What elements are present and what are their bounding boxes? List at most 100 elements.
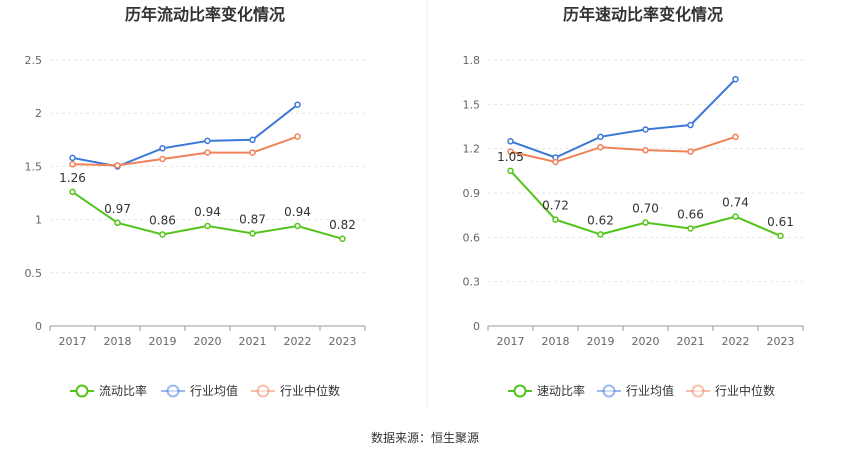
x-tick-label: 2017 [59, 335, 87, 348]
y-tick-label: 0.6 [463, 231, 481, 244]
data-point [552, 158, 559, 166]
x-tick-label: 2022 [284, 335, 312, 348]
data-label: 0.74 [722, 196, 749, 210]
data-point [249, 136, 256, 144]
data-point [114, 219, 121, 227]
x-tick-label: 2017 [497, 335, 525, 348]
legend-marker [166, 384, 180, 398]
data-label: 0.82 [329, 218, 356, 232]
x-tick-label: 2020 [194, 335, 222, 348]
legend-label: 行业中位数 [280, 383, 340, 398]
quick-ratio-chart: 历年速动比率变化情况 0 0.3 0.6 0.9 1.2 1.5 1.8 2017 2018 201… [463, 5, 804, 398]
data-point [159, 155, 166, 163]
x-tick-label: 2021 [677, 335, 705, 348]
legend-marker [75, 384, 89, 398]
data-point [294, 101, 301, 108]
y-tick-label: 1.5 [463, 98, 481, 111]
data-label: 0.94 [284, 205, 311, 219]
legend-marker [513, 384, 527, 398]
data-point [114, 162, 121, 169]
data-label: 1.26 [59, 171, 86, 185]
legend-label: 行业中位数 [715, 383, 775, 398]
data-point [159, 231, 166, 238]
data-point [687, 121, 694, 129]
data-point [204, 137, 211, 145]
legend-label: 流动比率 [99, 383, 147, 398]
data-point [249, 230, 256, 237]
data-label: 0.97 [104, 202, 131, 216]
data-point [732, 133, 739, 141]
data-point [552, 216, 559, 223]
data-point [339, 235, 346, 243]
legend-label: 速动比率 [537, 383, 585, 398]
data-label: 0.70 [632, 202, 659, 216]
data-point [777, 232, 784, 240]
chart-title: 历年速动比率变化情况 [563, 5, 723, 24]
data-point [204, 222, 211, 230]
y-tick-label: 0 [473, 320, 480, 333]
x-tick-label: 2018 [542, 335, 570, 348]
data-point [249, 149, 256, 156]
data-label: 0.61 [767, 215, 794, 229]
data-label: 0.66 [677, 207, 704, 221]
data-point [687, 225, 694, 232]
data-point [294, 133, 301, 140]
data-point [642, 219, 649, 226]
chart-title: 历年流动比率变化情况 [125, 5, 285, 24]
data-point [642, 146, 649, 154]
data-label: 0.62 [587, 213, 614, 227]
data-point [294, 222, 301, 230]
x-tick-label: 2021 [239, 335, 267, 348]
legend-marker [602, 384, 616, 398]
x-tick-label: 2022 [722, 335, 750, 348]
legend-marker [691, 384, 705, 398]
y-tick-label: 2 [35, 107, 42, 120]
x-tick-label: 2023 [329, 335, 357, 348]
series-line-1 [72, 103, 299, 168]
data-point [159, 145, 166, 152]
y-tick-label: 1.8 [463, 54, 481, 67]
y-tick-label: 1.2 [463, 143, 481, 156]
series-line-2 [72, 135, 298, 167]
data-point [69, 188, 76, 196]
x-tick-label: 2023 [767, 335, 795, 348]
y-tick-label: 0.9 [463, 187, 481, 200]
data-label: 0.86 [149, 213, 176, 227]
y-tick-label: 1 [35, 214, 42, 227]
data-point [507, 138, 514, 145]
data-label: 1.05 [497, 150, 524, 164]
data-point [732, 75, 739, 83]
x-tick-label: 2019 [149, 335, 177, 348]
legend-label: 行业均值 [626, 383, 674, 398]
data-point [507, 148, 514, 155]
y-tick-label: 0.3 [463, 276, 481, 289]
y-tick-label: 1.5 [25, 160, 43, 173]
current-ratio-chart: 历年流动比率变化情况 0 0.5 1 1.5 2 2.5 2017 2018 2019 2020 20… [25, 5, 366, 398]
data-point [597, 143, 604, 151]
data-label: 0.72 [542, 199, 569, 213]
x-tick-label: 2018 [104, 335, 132, 348]
y-tick-label: 0 [35, 320, 42, 333]
data-point [507, 167, 514, 175]
data-point [204, 149, 211, 156]
data-point [642, 126, 649, 133]
data-point [687, 148, 694, 155]
data-point [732, 213, 739, 220]
legend-marker [256, 384, 270, 398]
data-label: 0.94 [194, 205, 221, 219]
y-tick-label: 0.5 [25, 267, 43, 280]
x-tick-label: 2020 [632, 335, 660, 348]
data-point [597, 231, 604, 238]
data-point [69, 161, 76, 168]
y-tick-label: 2.5 [25, 54, 43, 67]
series-line-1 [510, 78, 737, 159]
source-note: 数据来源：恒生聚源 [371, 430, 479, 445]
data-point [597, 133, 604, 141]
legend-label: 行业均值 [190, 383, 238, 398]
data-point [69, 154, 76, 162]
data-label: 0.87 [239, 212, 266, 226]
series-line-2 [510, 135, 736, 164]
x-tick-label: 2019 [587, 335, 615, 348]
